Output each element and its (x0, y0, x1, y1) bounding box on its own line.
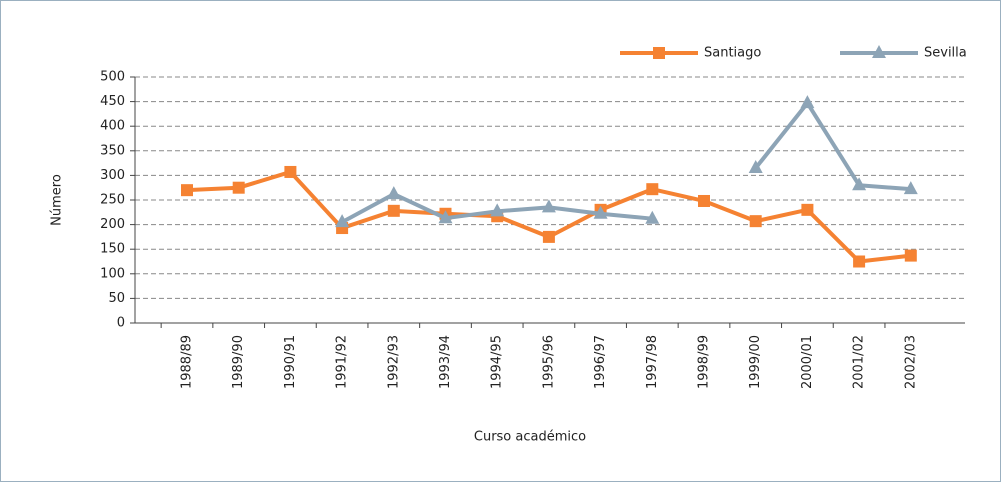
x-tick-label: 1992/93 (386, 335, 401, 389)
y-tick-label: 100 (100, 266, 125, 281)
series-marker (801, 203, 814, 216)
x-tick-label: 1998/99 (697, 335, 712, 389)
series-marker (490, 203, 505, 217)
x-tick-label: 1996/97 (593, 335, 608, 389)
series-marker (335, 214, 350, 228)
y-tick-label: 400 (100, 119, 125, 134)
series-marker (800, 95, 815, 109)
series-marker (542, 230, 555, 243)
x-tick-label: 1999/00 (748, 335, 763, 389)
y-tick-label: 500 (100, 70, 125, 85)
x-tick-label: 1993/94 (438, 335, 453, 389)
y-tick-label: 150 (100, 242, 125, 257)
series-marker (852, 177, 867, 191)
y-tick-label: 450 (100, 94, 125, 109)
x-tick-label: 1991/92 (335, 335, 350, 389)
legend-marker (872, 45, 886, 58)
y-tick-label: 300 (100, 168, 125, 183)
series-marker (748, 160, 763, 174)
x-tick-label: 1997/98 (645, 335, 660, 389)
series-marker (593, 205, 608, 219)
series-marker (853, 255, 866, 268)
x-tick-label: 1990/91 (283, 335, 298, 389)
series-marker (284, 165, 297, 178)
x-tick-label: 2002/03 (903, 335, 918, 389)
y-tick-label: 50 (108, 291, 125, 306)
series-marker (645, 210, 660, 224)
series-marker (646, 183, 659, 196)
series-marker (749, 215, 762, 228)
y-axis-title: Número (50, 174, 65, 226)
legend-label: Sevilla (924, 46, 967, 61)
x-tick-label: 1988/89 (180, 335, 195, 389)
x-tick-label: 1989/90 (231, 335, 246, 389)
series-marker (438, 210, 453, 224)
series-marker (387, 204, 400, 217)
series-marker (386, 186, 401, 200)
legend-label: Santiago (704, 46, 761, 61)
y-tick-label: 250 (100, 193, 125, 208)
series-marker (181, 184, 193, 197)
series-marker (903, 181, 918, 195)
x-tick-label: 1994/95 (490, 335, 505, 389)
y-tick-label: 200 (100, 217, 125, 232)
series-marker (232, 181, 245, 194)
x-axis-title: Curso académico (474, 430, 586, 445)
series-marker (698, 194, 710, 207)
y-tick-label: 0 (117, 316, 125, 331)
y-tick-label: 350 (100, 143, 125, 158)
series-marker (541, 199, 556, 213)
x-tick-label: 1995/96 (541, 335, 556, 389)
series-marker (904, 249, 917, 262)
legend-marker (653, 47, 665, 59)
x-tick-label: 2000/01 (800, 335, 815, 389)
x-tick-label: 2001/02 (852, 335, 867, 389)
